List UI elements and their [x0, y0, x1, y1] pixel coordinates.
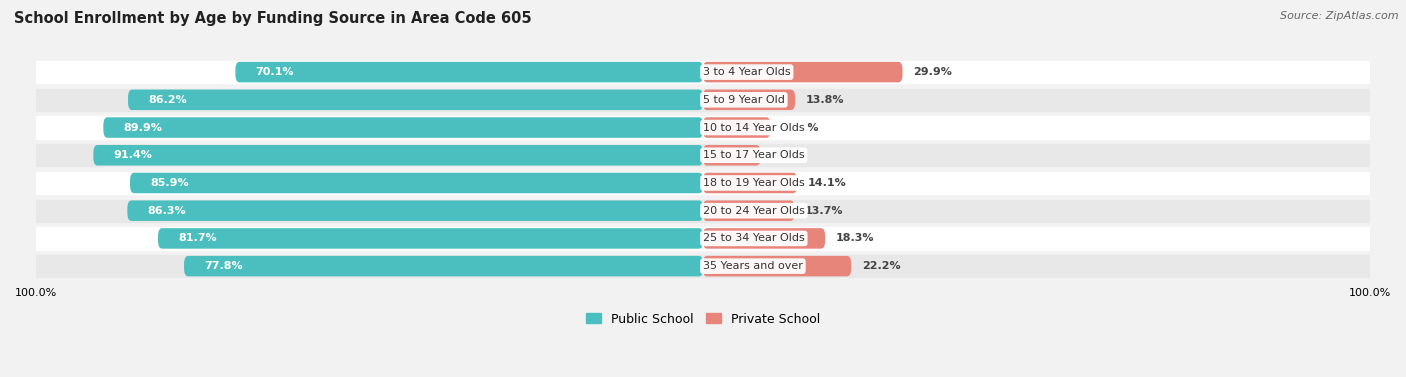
Text: 22.2%: 22.2%: [862, 261, 900, 271]
Bar: [37, 172, 1369, 194]
FancyBboxPatch shape: [129, 173, 703, 193]
Text: 25 to 34 Year Olds: 25 to 34 Year Olds: [703, 233, 804, 244]
FancyBboxPatch shape: [703, 228, 825, 249]
Text: 10.1%: 10.1%: [780, 123, 820, 133]
FancyBboxPatch shape: [128, 201, 703, 221]
Text: School Enrollment by Age by Funding Source in Area Code 605: School Enrollment by Age by Funding Sour…: [14, 11, 531, 26]
FancyBboxPatch shape: [703, 62, 903, 82]
Bar: [37, 61, 1369, 83]
FancyBboxPatch shape: [703, 173, 797, 193]
Text: 35 Years and over: 35 Years and over: [703, 261, 803, 271]
Text: 81.7%: 81.7%: [179, 233, 217, 244]
FancyBboxPatch shape: [703, 90, 796, 110]
FancyBboxPatch shape: [128, 90, 703, 110]
Text: 29.9%: 29.9%: [912, 67, 952, 77]
Text: 18 to 19 Year Olds: 18 to 19 Year Olds: [703, 178, 804, 188]
Text: 13.7%: 13.7%: [806, 206, 844, 216]
Bar: [37, 116, 1369, 139]
FancyBboxPatch shape: [157, 228, 703, 249]
Bar: [37, 227, 1369, 250]
Text: 18.3%: 18.3%: [835, 233, 875, 244]
FancyBboxPatch shape: [703, 256, 851, 276]
Bar: [37, 89, 1369, 111]
Text: 91.4%: 91.4%: [114, 150, 152, 160]
Text: 3 to 4 Year Olds: 3 to 4 Year Olds: [703, 67, 790, 77]
Text: 8.6%: 8.6%: [770, 150, 801, 160]
Text: 20 to 24 Year Olds: 20 to 24 Year Olds: [703, 206, 804, 216]
FancyBboxPatch shape: [703, 145, 761, 166]
Text: 86.2%: 86.2%: [148, 95, 187, 105]
Text: 89.9%: 89.9%: [124, 123, 162, 133]
Text: 15 to 17 Year Olds: 15 to 17 Year Olds: [703, 150, 804, 160]
Legend: Public School, Private School: Public School, Private School: [581, 308, 825, 331]
FancyBboxPatch shape: [104, 117, 703, 138]
Bar: [37, 199, 1369, 222]
Text: 70.1%: 70.1%: [256, 67, 294, 77]
FancyBboxPatch shape: [703, 201, 794, 221]
Bar: [37, 255, 1369, 277]
FancyBboxPatch shape: [93, 145, 703, 166]
Text: 85.9%: 85.9%: [150, 178, 188, 188]
Text: 86.3%: 86.3%: [148, 206, 186, 216]
Text: Source: ZipAtlas.com: Source: ZipAtlas.com: [1281, 11, 1399, 21]
Text: 14.1%: 14.1%: [807, 178, 846, 188]
Text: 5 to 9 Year Old: 5 to 9 Year Old: [703, 95, 785, 105]
Text: 13.8%: 13.8%: [806, 95, 844, 105]
FancyBboxPatch shape: [703, 117, 770, 138]
Bar: [37, 144, 1369, 166]
Text: 77.8%: 77.8%: [204, 261, 243, 271]
FancyBboxPatch shape: [235, 62, 703, 82]
Text: 10 to 14 Year Olds: 10 to 14 Year Olds: [703, 123, 804, 133]
FancyBboxPatch shape: [184, 256, 703, 276]
